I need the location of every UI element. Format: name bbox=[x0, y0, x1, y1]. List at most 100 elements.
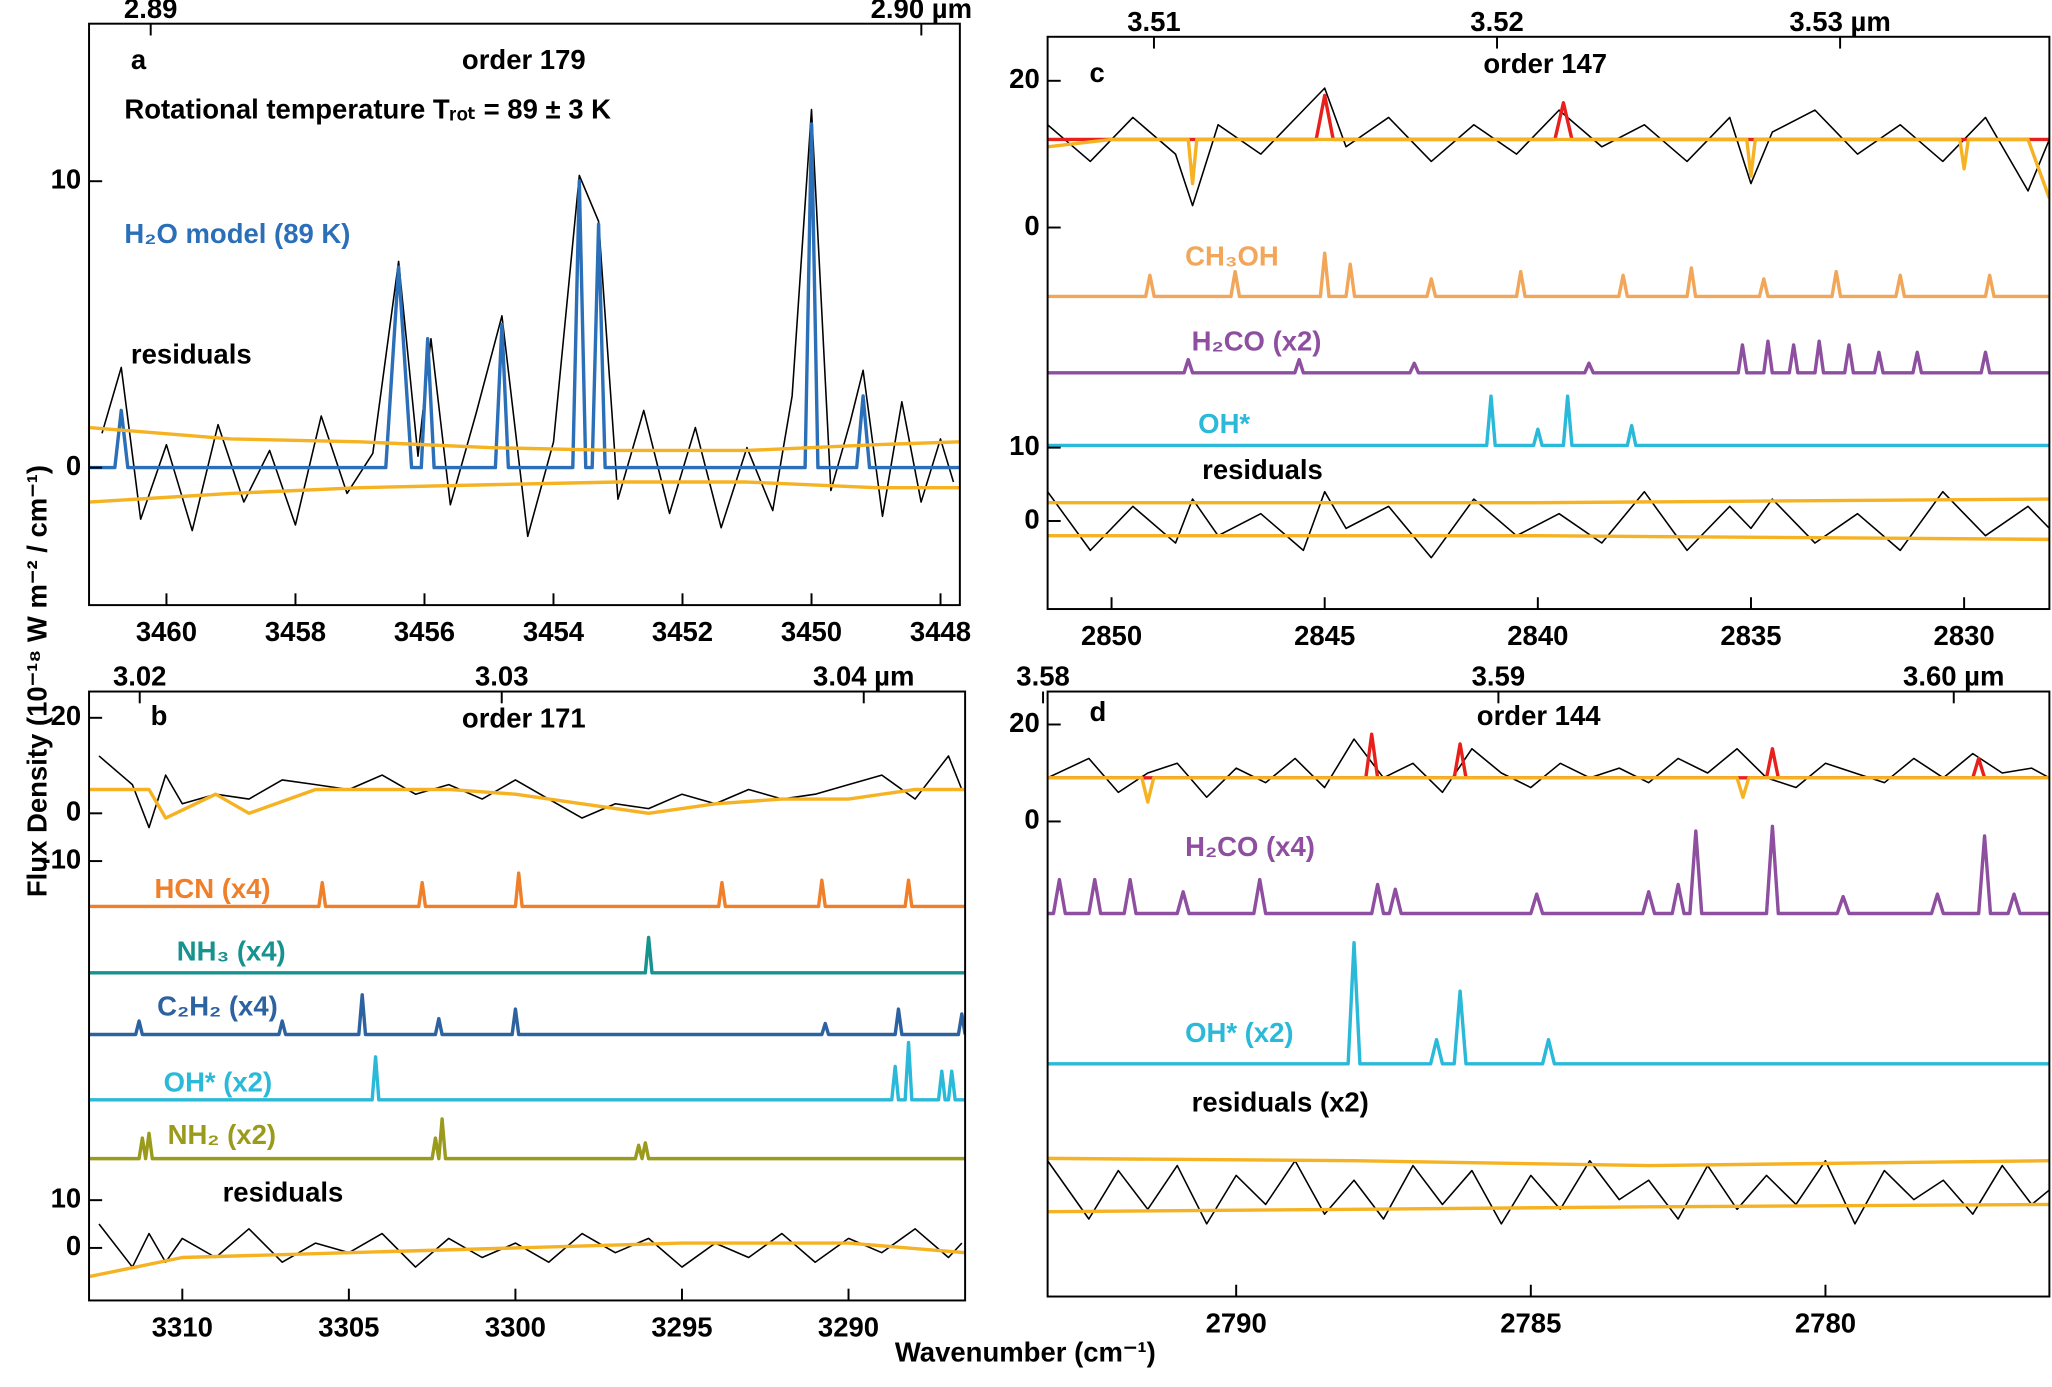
spectrum-line bbox=[89, 935, 966, 975]
plot-area bbox=[89, 755, 966, 1279]
spectrum-line bbox=[1047, 497, 2050, 505]
x2-tick-label: 3.52 bbox=[1470, 6, 1523, 37]
panel-letter: a bbox=[131, 44, 147, 75]
spectrum-line bbox=[89, 787, 966, 820]
panel-title: order 144 bbox=[1477, 700, 1601, 731]
series-label: H₂O model (89 K) bbox=[124, 218, 350, 249]
x2-tick-label: 2.89 bbox=[124, 0, 177, 24]
x-tick-label: 3300 bbox=[485, 1312, 546, 1343]
panel-title: order 179 bbox=[462, 44, 586, 75]
panel-frame bbox=[1046, 690, 2051, 1298]
y-tick-label: 0 bbox=[66, 450, 81, 481]
x2-tick-label: 3.03 bbox=[475, 661, 529, 692]
x2-tick-label: 3.60 µm bbox=[1903, 661, 2004, 692]
spectrum-line bbox=[1047, 490, 2050, 559]
y-tick-label: 10 bbox=[1009, 430, 1040, 461]
panel-frame bbox=[1046, 35, 2051, 611]
x-tick-label: 3460 bbox=[136, 616, 197, 647]
y-tick-label: 20 bbox=[1009, 707, 1040, 738]
panel-title: order 171 bbox=[462, 703, 586, 734]
spectrum-line bbox=[89, 480, 960, 504]
x2-tick-label: 3.04 µm bbox=[813, 661, 914, 692]
series-label: H₂CO (x4) bbox=[1185, 831, 1315, 862]
y-axis-label: Flux Density (10⁻¹⁸ W m⁻² / cm⁻¹) bbox=[22, 465, 53, 897]
spectrum-line bbox=[1047, 87, 2050, 207]
spectrum-line bbox=[89, 871, 966, 909]
spectrum-line bbox=[89, 122, 960, 470]
y-tick-label: 20 bbox=[51, 700, 82, 731]
y-tick-label: 10 bbox=[51, 1182, 82, 1213]
x-tick-label: 3310 bbox=[152, 1312, 213, 1343]
y-tick-label: 10 bbox=[51, 163, 82, 194]
plot-area bbox=[1047, 87, 2050, 559]
panel-letter: d bbox=[1090, 696, 1107, 727]
plot-area bbox=[89, 108, 960, 538]
y-tick-label: 0 bbox=[1024, 503, 1039, 534]
spectrum-line bbox=[1047, 1202, 2050, 1214]
y-tick-label: 20 bbox=[1009, 63, 1040, 94]
series-label: CH₃OH bbox=[1185, 240, 1279, 271]
x-tick-label: 3452 bbox=[652, 616, 713, 647]
series-label: NH₃ (x4) bbox=[177, 936, 286, 967]
y-tick-label: 0 bbox=[66, 796, 81, 827]
series-label: residuals bbox=[223, 1177, 344, 1208]
y-tick-label: -10 bbox=[41, 843, 81, 874]
x-tick-label: 3295 bbox=[651, 1312, 712, 1343]
subtitle: Rotational temperature Tᵣₒₜ = 89 ± 3 K bbox=[124, 94, 611, 125]
x-tick-label: 2780 bbox=[1795, 1308, 1856, 1339]
x2-tick-label: 3.02 bbox=[113, 661, 166, 692]
x-tick-label: 3290 bbox=[818, 1312, 879, 1343]
series-label: HCN (x4) bbox=[155, 873, 271, 904]
spectrum-line bbox=[98, 1223, 963, 1268]
series-label: H₂CO (x2) bbox=[1192, 325, 1322, 356]
x-tick-label: 2835 bbox=[1720, 620, 1781, 651]
x-tick-label: 3458 bbox=[265, 616, 326, 647]
spectrum-line bbox=[1047, 738, 2050, 798]
x-tick-label: 2830 bbox=[1934, 620, 1995, 651]
x-tick-label: 2850 bbox=[1081, 620, 1142, 651]
x-tick-label: 3448 bbox=[910, 616, 971, 647]
panel-letter: b bbox=[151, 700, 168, 731]
spectrum-line bbox=[1047, 824, 2050, 916]
x-tick-label: 2785 bbox=[1500, 1308, 1561, 1339]
panel-title: order 147 bbox=[1483, 48, 1607, 79]
spectrum-line bbox=[1047, 251, 2050, 299]
series-label: NH₂ (x2) bbox=[168, 1119, 276, 1150]
spectrum-line bbox=[89, 1040, 966, 1102]
spectrum-line bbox=[89, 1241, 966, 1279]
x-tick-label: 3456 bbox=[394, 616, 455, 647]
spectrum-line bbox=[1047, 1156, 2050, 1168]
series-label: OH* (x2) bbox=[164, 1067, 272, 1098]
series-label: C₂H₂ (x4) bbox=[157, 991, 278, 1022]
panel-frame bbox=[88, 690, 967, 1302]
y-tick-label: 0 bbox=[1024, 210, 1039, 241]
spectrum-line bbox=[1047, 776, 2050, 804]
series-label: OH* bbox=[1198, 408, 1250, 439]
y-tick-label: 0 bbox=[1024, 804, 1039, 835]
spectrum-line bbox=[1047, 534, 2050, 542]
annotation: residuals bbox=[131, 339, 252, 370]
spectrum-line bbox=[89, 993, 966, 1037]
spectrum-line bbox=[89, 1117, 966, 1161]
spectrum-line bbox=[89, 425, 960, 453]
x2-tick-label: 3.53 µm bbox=[1789, 6, 1890, 37]
x-tick-label: 3454 bbox=[523, 616, 585, 647]
x2-tick-label: 2.90 µm bbox=[871, 0, 972, 24]
spectrum-line bbox=[101, 108, 955, 538]
x2-tick-label: 3.51 bbox=[1127, 6, 1181, 37]
x-axis-label: Wavenumber (cm⁻¹) bbox=[895, 1336, 1156, 1367]
x-tick-label: 2790 bbox=[1206, 1308, 1267, 1339]
series-label: OH* (x2) bbox=[1185, 1017, 1293, 1048]
plot-area bbox=[1047, 732, 2050, 1225]
spectrum-line bbox=[1047, 93, 2050, 142]
spectrum-line bbox=[1047, 940, 2050, 1066]
x2-tick-label: 3.58 bbox=[1016, 661, 1070, 692]
x-tick-label: 3305 bbox=[318, 1312, 379, 1343]
y-tick-label: 0 bbox=[66, 1230, 81, 1261]
spectrum-line bbox=[1047, 339, 2050, 375]
spectrum-line bbox=[1047, 394, 2050, 448]
x-tick-label: 3450 bbox=[781, 616, 842, 647]
panel-frame bbox=[88, 22, 961, 607]
x-tick-label: 2845 bbox=[1294, 620, 1355, 651]
